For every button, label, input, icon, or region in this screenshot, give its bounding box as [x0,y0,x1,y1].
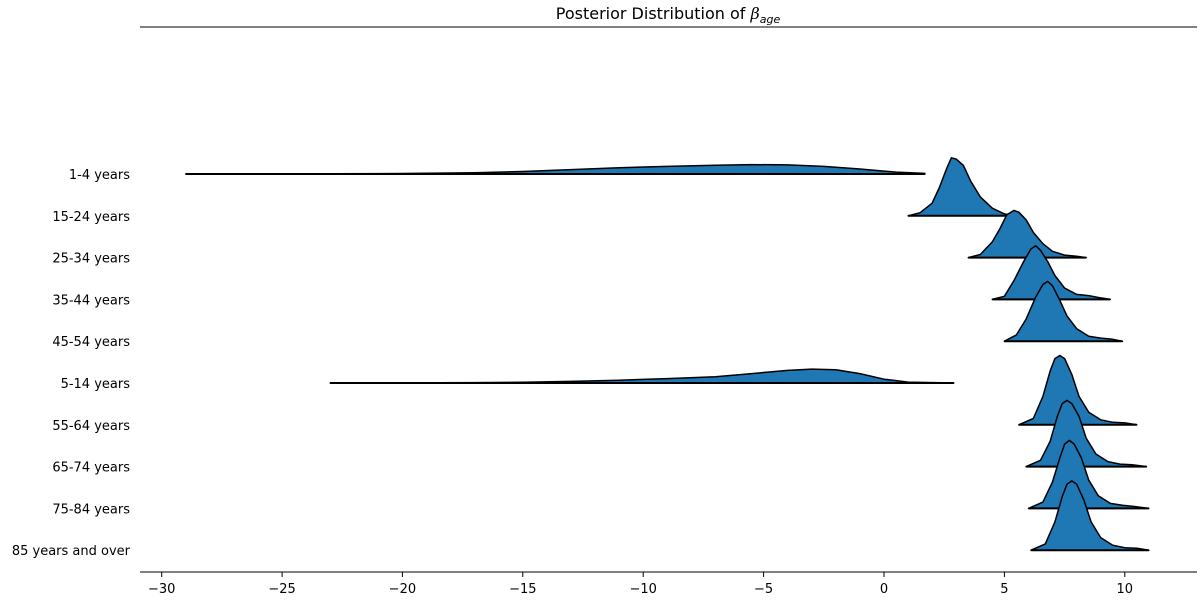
ridge-85-years-and-over [1030,480,1150,551]
category-label: 1-4 years [69,168,130,183]
x-tick-label: −15 [509,582,536,597]
x-tick-label: −25 [268,582,295,597]
category-label: 5-14 years [61,377,131,392]
ridge-75-84-years [1027,439,1150,510]
category-label: 65-74 years [52,461,130,476]
ridge-5-14-years [329,368,955,384]
ridge-15-24-years [907,157,1015,217]
chart-title: Posterior Distribution of βage [556,4,781,26]
category-label: 75-84 years [52,502,130,517]
x-tick-label: −5 [754,582,773,597]
ridges-group [184,157,1150,552]
ridge-45-54-years [1003,280,1124,342]
category-label: 15-24 years [52,210,130,225]
x-tick-label: 0 [880,582,888,597]
category-labels: 1-4 years 15-24 years 25-34 years 35-44 yea… [12,168,131,559]
category-label: 45-54 years [52,335,130,350]
x-tick-label: −10 [629,582,656,597]
ridge-55-64-years [1018,354,1138,426]
chart-title-subscript: age [760,13,781,26]
x-tick-label: 5 [1000,582,1008,597]
x-tick-label: 10 [1117,582,1134,597]
x-tick-label: −20 [389,582,416,597]
ridge-1-4-years [184,163,926,175]
ridge-35-44-years [991,245,1112,301]
x-axis-ticks: −30 −25 −20 −15 −10 −5 0 5 10 [148,572,1133,597]
category-label: 55-64 years [52,419,130,434]
category-label: 85 years and over [12,544,131,559]
category-label: 35-44 years [52,293,130,308]
x-tick-label: −30 [148,582,175,597]
category-label: 25-34 years [52,252,130,267]
chart-title-symbol: β [749,4,759,23]
chart-title-prefix: Posterior Distribution of [556,4,751,23]
ridge-65-74-years [1025,399,1148,468]
ridge-25-34-years [967,209,1087,259]
